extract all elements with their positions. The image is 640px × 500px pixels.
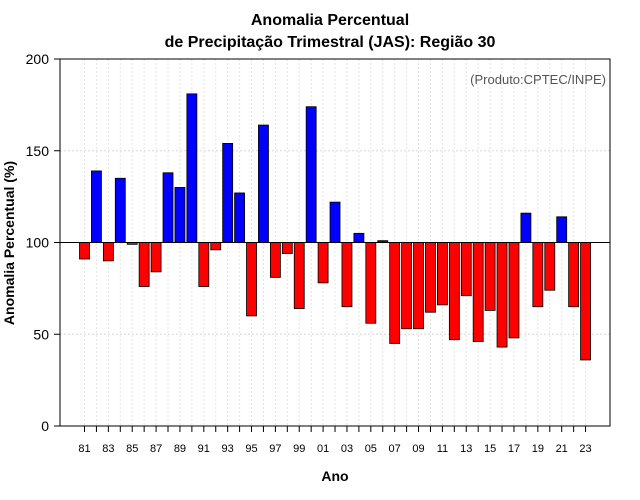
x-axis-label: Ano	[321, 468, 348, 484]
x-tick-label: 89	[174, 443, 186, 455]
bar-22	[568, 242, 580, 308]
x-tick-label: 97	[269, 443, 281, 455]
bar-81	[79, 242, 90, 260]
y-tick-label: 150	[26, 143, 50, 159]
x-axis-ticks: 81 83 85 87 89 91 93 95 97 99 01 03 05 07 09 11 13 15 17 19…	[78, 426, 592, 455]
x-tick-label: 21	[556, 443, 568, 455]
y-axis-label: Anomalia Percentual (%)	[1, 161, 17, 325]
bar-05	[365, 242, 377, 324]
bar-17	[508, 242, 520, 339]
bar-96	[258, 124, 269, 243]
bar-88	[162, 172, 174, 243]
credit-label: (Produto:CPTEC/INPE)	[470, 72, 606, 87]
bar-21	[556, 216, 568, 243]
bar-13	[460, 242, 472, 297]
x-tick-label: 93	[222, 443, 234, 455]
x-tick-label: 91	[198, 443, 210, 455]
x-tick-label: 11	[437, 443, 448, 455]
bar-12	[448, 242, 460, 341]
y-tick-label: 0	[41, 418, 49, 434]
bar-94	[234, 192, 245, 243]
bars-group	[79, 93, 591, 361]
bar-99	[293, 242, 305, 309]
x-tick-label: 87	[150, 443, 162, 455]
bar-16	[496, 242, 508, 348]
x-tick-label: 07	[389, 443, 401, 455]
x-tick-label: 95	[245, 443, 257, 455]
x-tick-label: 15	[484, 443, 496, 455]
bar-23	[580, 242, 591, 361]
x-tick-label: 81	[78, 443, 90, 455]
bar-84	[114, 177, 126, 243]
bar-11	[436, 242, 448, 306]
bar-91	[198, 242, 210, 287]
bar-01	[317, 242, 329, 284]
bar-04	[353, 232, 365, 243]
x-tick-label: 19	[532, 443, 544, 455]
bar-15	[484, 242, 496, 311]
bar-03	[341, 242, 353, 308]
bar-02	[329, 201, 341, 243]
bar-10	[425, 242, 436, 313]
x-tick-label: 13	[460, 443, 472, 455]
x-tick-label: 01	[317, 443, 329, 455]
x-tick-label: 99	[293, 443, 305, 455]
bar-19	[532, 242, 544, 308]
bar-86	[138, 242, 150, 287]
x-tick-label: 09	[412, 443, 424, 455]
chart-title-line2: de Precipitação Trimestral (JAS): Região…	[165, 34, 496, 51]
bar-92	[210, 242, 222, 251]
y-axis-ticks: 0 50 100 150 200	[26, 51, 60, 434]
bar-83	[102, 242, 114, 262]
bar-18	[520, 212, 532, 243]
grid	[60, 59, 610, 426]
bar-98	[281, 242, 293, 254]
y-tick-label: 200	[26, 51, 50, 67]
y-tick-label: 100	[26, 235, 50, 251]
x-tick-label: 83	[102, 443, 114, 455]
bar-97	[269, 242, 281, 278]
x-tick-label: 23	[579, 443, 591, 455]
chart-title-line1: Anomalia Percentual	[251, 12, 409, 29]
bar-95	[246, 242, 257, 317]
x-tick-label: 85	[126, 443, 138, 455]
bar-90	[186, 93, 198, 243]
bar-93	[222, 143, 234, 243]
bar-20	[544, 242, 556, 291]
x-tick-label: 03	[341, 443, 353, 455]
y-tick-label: 50	[33, 326, 49, 342]
bar-87	[150, 242, 162, 273]
bar-82	[91, 170, 102, 243]
bar-89	[174, 187, 186, 243]
bar-14	[472, 242, 484, 342]
x-tick-label: 05	[365, 443, 377, 455]
bar-08	[401, 242, 413, 330]
bar-07	[389, 242, 401, 344]
x-tick-label: 17	[508, 443, 520, 455]
bar-00	[305, 106, 317, 243]
bar-09	[413, 242, 424, 330]
